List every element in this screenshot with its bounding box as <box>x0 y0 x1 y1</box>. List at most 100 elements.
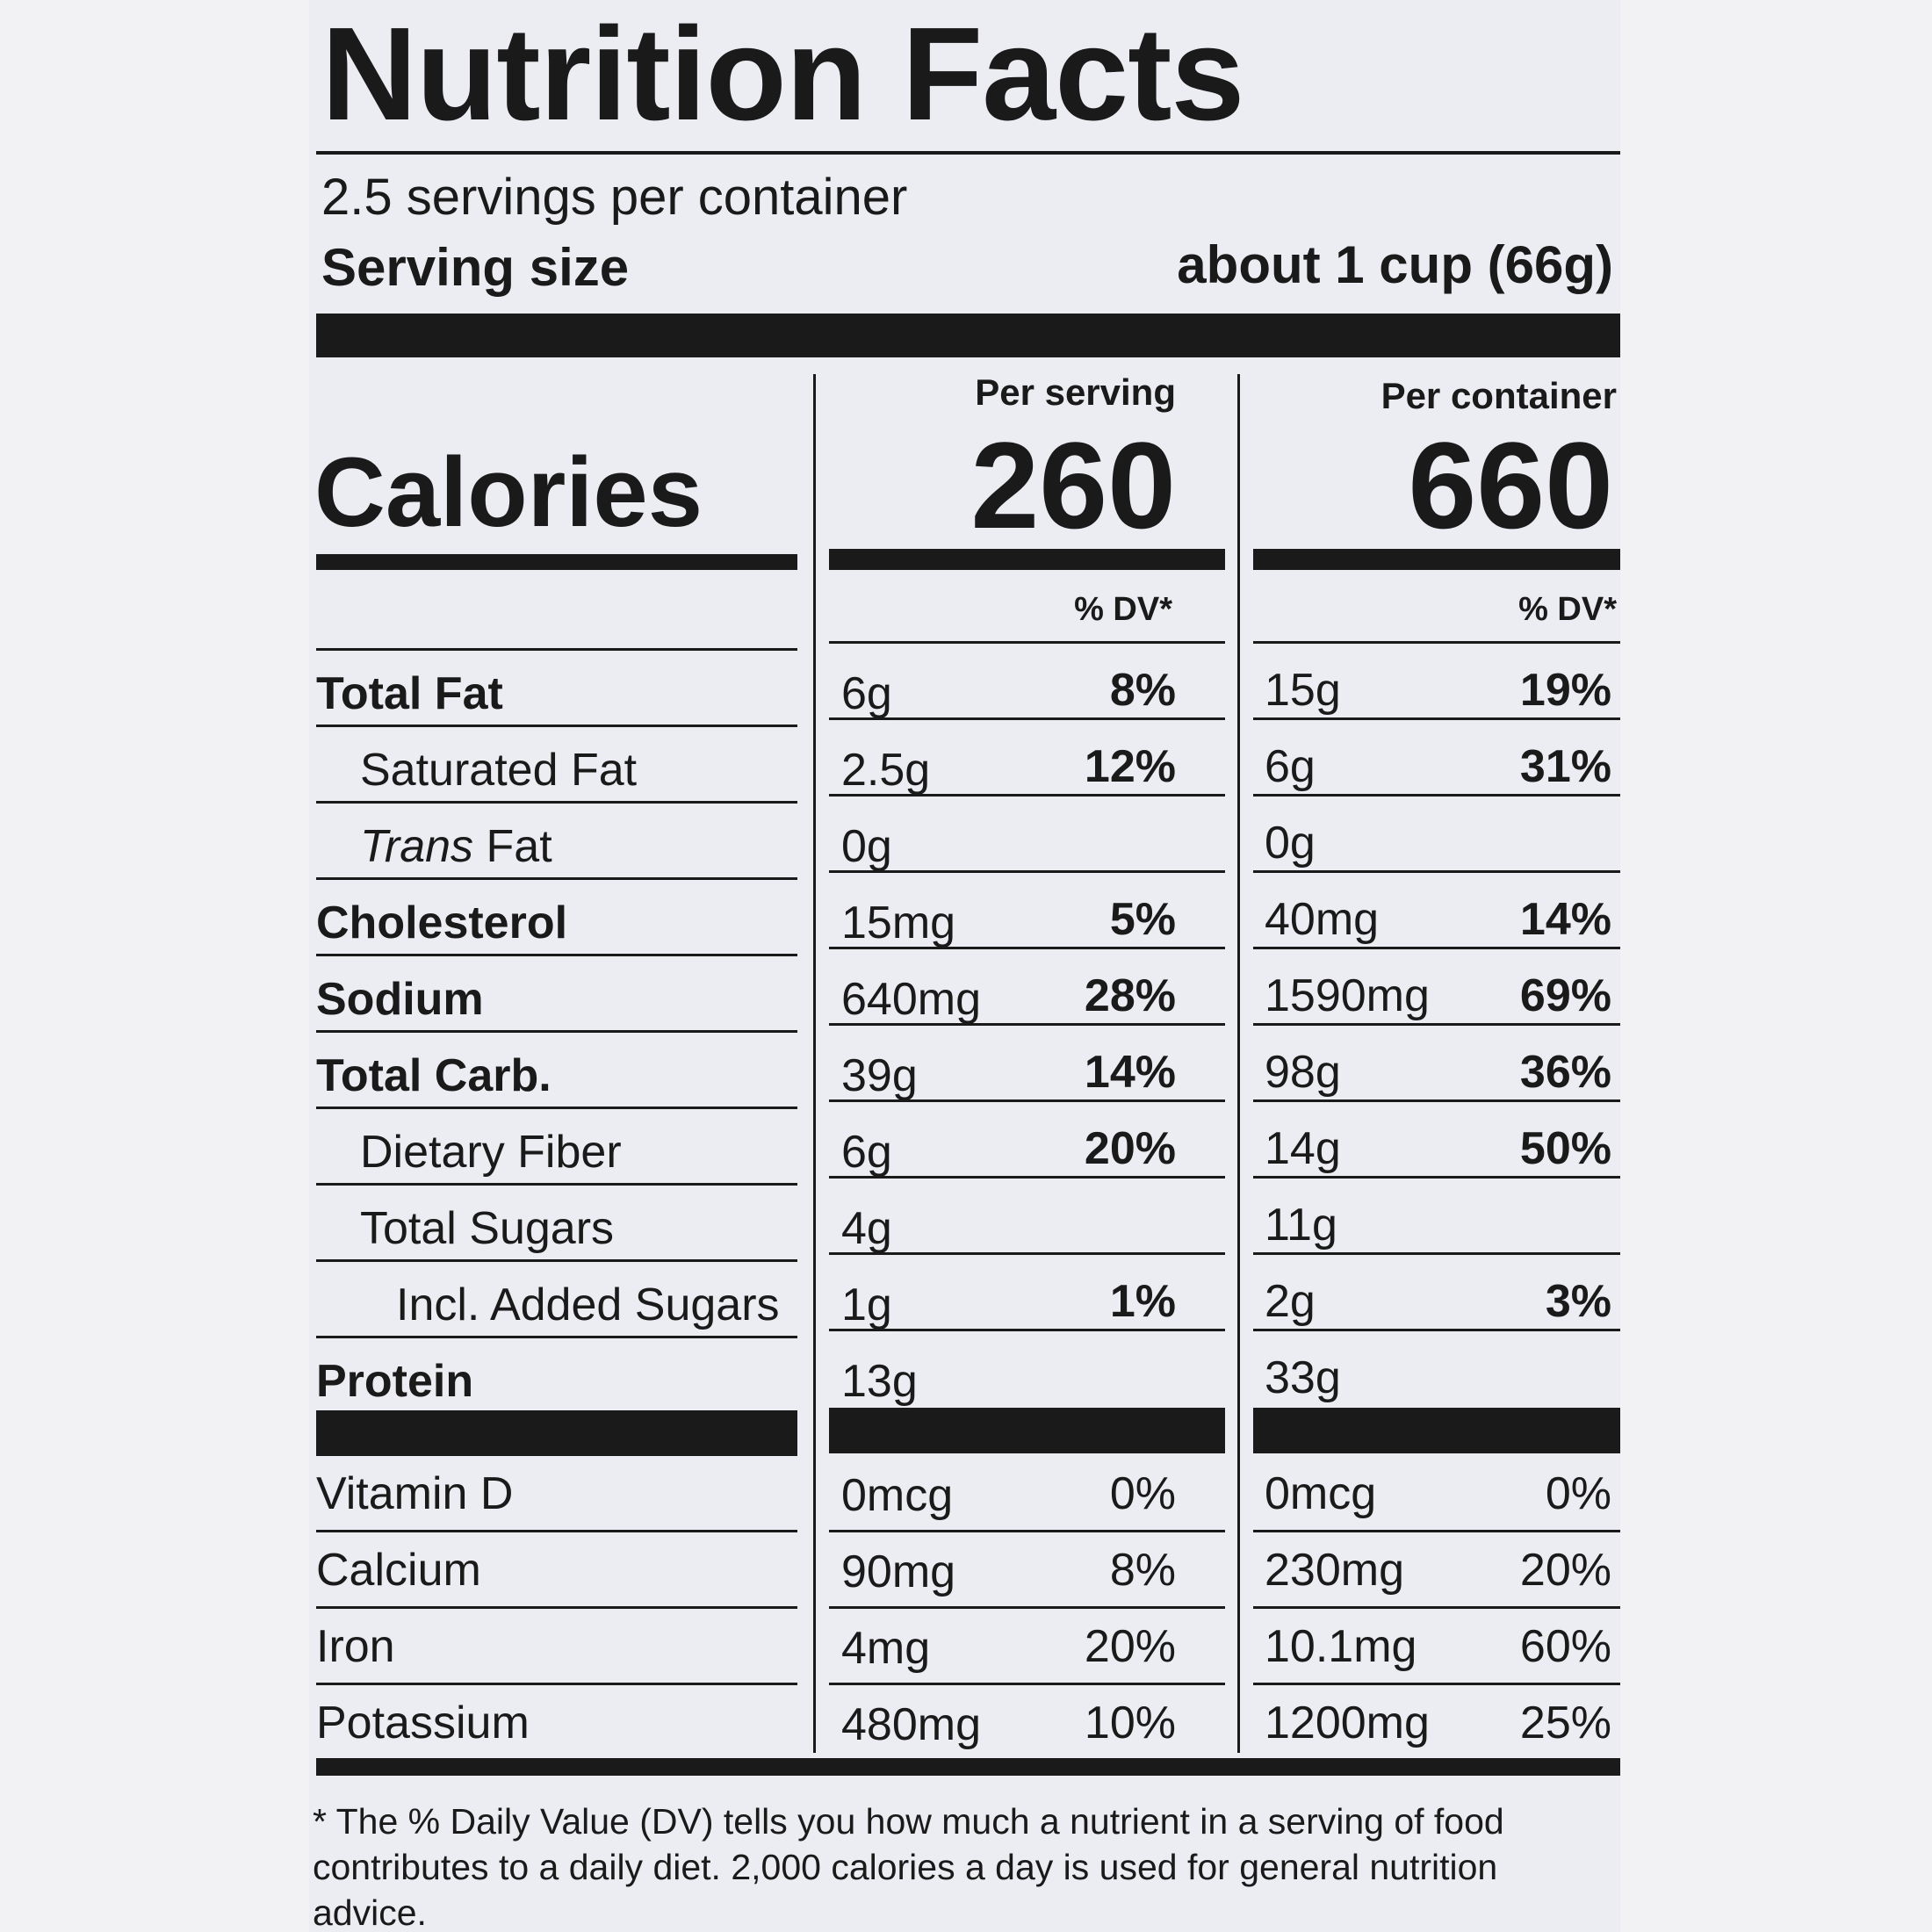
nutrient-name: Total Fat <box>316 668 503 719</box>
per-serving-dv: 10% <box>1084 1698 1176 1748</box>
nutrient-row: Total Carb. 39g 14% 98g 36% <box>309 1039 1620 1116</box>
per-container-amount: 15g <box>1265 665 1341 716</box>
per-container-dv: 50% <box>1519 1123 1611 1174</box>
calories-rule-3 <box>1253 549 1620 570</box>
row-divider <box>1253 947 1620 949</box>
per-serving-dv: 12% <box>1084 741 1176 792</box>
vitamin-row: Potassium 480mg 10% 1200mg 25% <box>309 1684 1620 1762</box>
row-divider <box>1253 1606 1620 1609</box>
nutrient-row: Trans Fat 0g 0g <box>309 810 1620 887</box>
row-divider <box>1253 794 1620 797</box>
servings-per-container: 2.5 servings per container <box>321 169 908 226</box>
row-divider <box>316 801 797 804</box>
vitamin-row: Iron 4mg 20% 10.1mg 60% <box>309 1608 1620 1685</box>
vitamins-rule-1 <box>316 1410 797 1456</box>
per-serving-dv: 1% <box>1109 1276 1176 1327</box>
per-serving-dv: 8% <box>1109 1545 1176 1596</box>
row-divider <box>316 954 797 956</box>
nutrient-name: Total Carb. <box>316 1050 551 1101</box>
per-container-amount: 230mg <box>1265 1545 1404 1596</box>
per-serving-amount: 6g <box>841 1127 892 1178</box>
per-container-label: Per container <box>1381 375 1617 416</box>
per-serving-label: Per serving <box>975 371 1176 413</box>
footnote: * The % Daily Value (DV) tells you how m… <box>313 1801 1504 1932</box>
vitamin-row: Calcium 90mg 8% 230mg 20% <box>309 1532 1620 1609</box>
per-serving-dv: 28% <box>1084 970 1176 1021</box>
vitamin-name: Calcium <box>316 1545 481 1596</box>
row-divider <box>1253 1530 1620 1532</box>
dv-header-serving: % DV* <box>1074 591 1172 628</box>
row-divider <box>829 1606 1225 1609</box>
per-container-amount: 11g <box>1265 1200 1337 1251</box>
row-divider <box>829 717 1225 720</box>
row-divider <box>316 724 797 727</box>
row-divider <box>829 1329 1225 1331</box>
row-divider <box>1253 1176 1620 1179</box>
row-divider <box>316 1606 797 1609</box>
row-divider <box>316 877 797 880</box>
row-divider <box>1253 1329 1620 1331</box>
row-divider <box>316 1259 797 1262</box>
per-serving-amount: 39g <box>841 1050 918 1101</box>
per-serving-amount: 640mg <box>841 974 981 1025</box>
per-serving-amount: 1g <box>841 1280 892 1330</box>
vitamins-rule-3 <box>1253 1408 1620 1453</box>
per-serving-amount: 4g <box>841 1203 892 1254</box>
per-container-dv: 0% <box>1545 1468 1611 1519</box>
row-divider <box>316 648 797 651</box>
per-container-amount: 1590mg <box>1265 970 1430 1021</box>
per-serving-amount: 90mg <box>841 1546 956 1597</box>
per-container-dv: 3% <box>1545 1276 1611 1327</box>
per-serving-dv: 20% <box>1084 1123 1176 1174</box>
per-container-amount: 10.1mg <box>1265 1621 1417 1672</box>
per-serving-amount: 0g <box>841 821 892 872</box>
row-divider <box>1253 717 1620 720</box>
row-divider <box>316 1336 797 1338</box>
row-divider <box>1253 1683 1620 1685</box>
per-container-dv: 69% <box>1519 970 1611 1021</box>
per-container-dv: 14% <box>1519 894 1611 945</box>
per-serving-amount: 0mcg <box>841 1470 954 1521</box>
per-serving-amount: 480mg <box>841 1699 981 1750</box>
nutrient-name: Protein <box>316 1356 474 1407</box>
per-container-amount: 1200mg <box>1265 1698 1430 1748</box>
per-container-amount: 0mcg <box>1265 1468 1377 1519</box>
row-divider <box>316 1030 797 1033</box>
calories-per-serving: 260 <box>970 416 1176 554</box>
nutrient-row: Protein 13g 33g <box>309 1344 1620 1422</box>
calories-per-container: 660 <box>1408 416 1613 554</box>
nutrient-name: Trans Fat <box>360 824 552 869</box>
row-divider <box>829 794 1225 797</box>
per-container-amount: 40mg <box>1265 894 1380 945</box>
row-divider <box>829 1099 1225 1102</box>
row-divider <box>1253 641 1620 644</box>
per-container-dv: 20% <box>1519 1545 1611 1596</box>
per-container-dv: 60% <box>1519 1621 1611 1672</box>
calories-rule-1 <box>316 554 797 570</box>
nutrient-name-text: Fat <box>486 821 552 872</box>
calories-label: Calories <box>314 437 703 547</box>
per-serving-dv: 0% <box>1109 1468 1176 1519</box>
per-container-amount: 33g <box>1265 1352 1341 1403</box>
row-divider <box>1253 1099 1620 1102</box>
row-divider <box>316 1530 797 1532</box>
row-divider <box>316 1107 797 1109</box>
vitamin-row: Vitamin D 0mcg 0% 0mcg 0% <box>309 1455 1620 1532</box>
nutrition-facts-label: Nutrition Facts 2.5 servings per contain… <box>309 0 1620 1932</box>
row-divider <box>829 870 1225 873</box>
nutrient-name: Cholesterol <box>316 898 568 948</box>
row-divider <box>829 947 1225 949</box>
calories-rule-2 <box>829 549 1225 570</box>
per-container-amount: 98g <box>1265 1047 1341 1098</box>
serving-size-value: about 1 cup (66g) <box>1177 235 1613 294</box>
row-divider <box>316 1683 797 1685</box>
label-title: Nutrition Facts <box>321 0 1244 148</box>
nutrient-name: Sodium <box>316 974 484 1025</box>
nutrient-row: Saturated Fat 2.5g 12% 6g 31% <box>309 733 1620 811</box>
row-divider <box>1253 1023 1620 1026</box>
per-serving-dv: 5% <box>1109 894 1176 945</box>
nutrient-name: Incl. Added Sugars <box>396 1280 780 1330</box>
row-divider <box>829 641 1225 644</box>
per-container-dv: 36% <box>1519 1047 1611 1098</box>
nutrient-row: Sodium 640mg 28% 1590mg 69% <box>309 962 1620 1040</box>
